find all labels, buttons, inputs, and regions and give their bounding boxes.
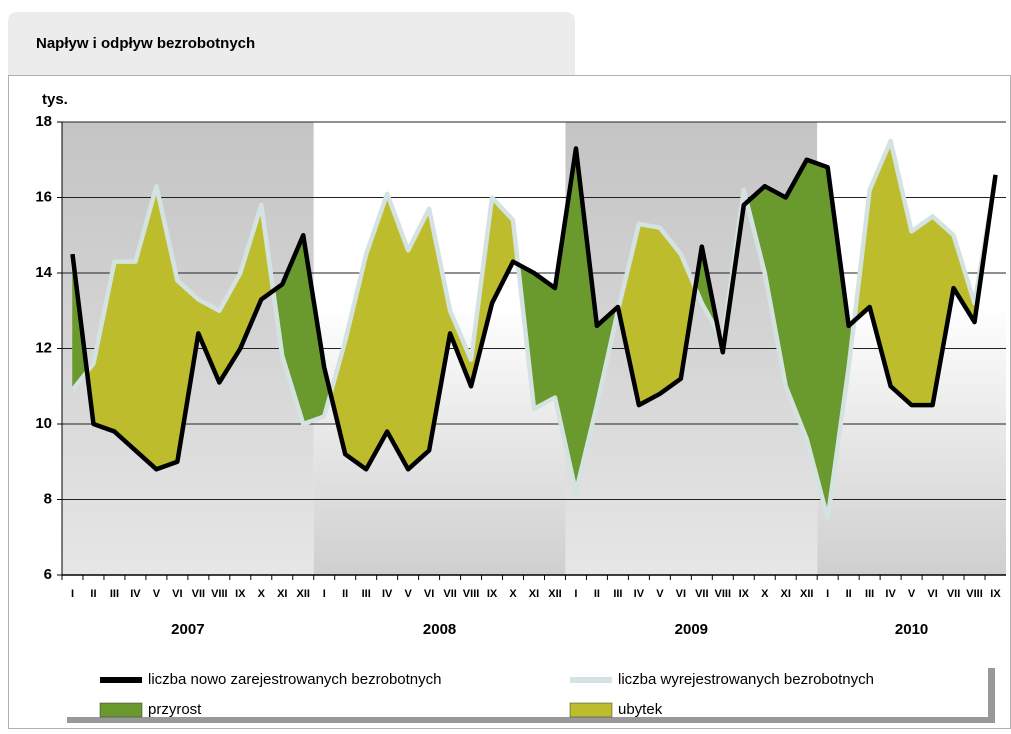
x-tick-label: IX xyxy=(739,588,750,600)
x-tick-label: IV xyxy=(382,588,393,600)
x-tick-label: XI xyxy=(781,588,791,600)
chart-title: Napływ i odpływ bezrobotnych xyxy=(36,35,255,52)
x-tick-label: X xyxy=(258,588,266,600)
year-label: 2007 xyxy=(171,621,204,638)
x-tick-label: III xyxy=(613,588,622,600)
legend-swatch xyxy=(100,703,142,717)
x-tick-label: II xyxy=(594,588,600,600)
x-tick-label: X xyxy=(761,588,769,600)
x-tick-label: I xyxy=(71,588,74,600)
x-tick-label: I xyxy=(574,588,577,600)
x-tick-label: IV xyxy=(634,588,645,600)
y-tick-label: 8 xyxy=(44,490,52,507)
y-tick-label: 10 xyxy=(35,415,52,432)
x-tick-label: VI xyxy=(676,588,686,600)
x-tick-label: IX xyxy=(487,588,498,600)
legend-label: liczba wyrejestrowanych bezrobotnych xyxy=(618,671,874,688)
x-tick-label: VIII xyxy=(715,588,732,600)
x-tick-label: III xyxy=(865,588,874,600)
legend-swatch xyxy=(570,703,612,717)
area-fill xyxy=(534,273,555,409)
x-tick-label: VI xyxy=(927,588,937,600)
x-tick-label: III xyxy=(362,588,371,600)
x-tick-label: II xyxy=(342,588,348,600)
y-tick-label: 12 xyxy=(35,339,52,356)
x-tick-label: III xyxy=(110,588,119,600)
x-tick-label: IV xyxy=(885,588,896,600)
legend-label: przyrost xyxy=(148,701,202,718)
year-label: 2010 xyxy=(895,621,928,638)
x-tick-label: XII xyxy=(297,588,310,600)
x-tick-label: I xyxy=(826,588,829,600)
year-label: 2009 xyxy=(675,621,708,638)
x-tick-label: XI xyxy=(529,588,539,600)
x-tick-label: II xyxy=(90,588,96,600)
area-fill xyxy=(639,224,660,405)
y-tick-label: 16 xyxy=(35,188,52,205)
x-tick-label: VIII xyxy=(211,588,228,600)
x-tick-label: IX xyxy=(235,588,246,600)
x-tick-label: I xyxy=(323,588,326,600)
x-tick-label: VI xyxy=(172,588,182,600)
area-fill xyxy=(912,216,933,405)
y-tick-label: 14 xyxy=(35,264,52,281)
x-tick-label: VIII xyxy=(966,588,983,600)
x-tick-label: V xyxy=(908,588,916,600)
x-tick-label: XII xyxy=(548,588,561,600)
x-tick-label: II xyxy=(846,588,852,600)
x-tick-label: V xyxy=(656,588,664,600)
y-tick-label: 18 xyxy=(35,113,52,130)
x-tick-label: VII xyxy=(192,588,205,600)
x-tick-label: V xyxy=(153,588,161,600)
x-tick-label: VI xyxy=(424,588,434,600)
x-tick-label: X xyxy=(509,588,517,600)
x-tick-label: VIII xyxy=(463,588,480,600)
year-label: 2008 xyxy=(423,621,456,638)
legend-label: ubytek xyxy=(618,701,663,718)
x-tick-label: IX xyxy=(990,588,1001,600)
x-tick-label: VII xyxy=(947,588,960,600)
x-tick-label: XII xyxy=(800,588,813,600)
y-tick-label: 6 xyxy=(44,566,52,583)
x-tick-label: V xyxy=(404,588,412,600)
y-axis-label: tys. xyxy=(42,91,68,108)
area-fill xyxy=(114,262,135,451)
x-tick-label: IV xyxy=(130,588,141,600)
legend-label: liczba nowo zarejestrowanych bezrobotnyc… xyxy=(148,671,442,688)
x-tick-label: VII xyxy=(443,588,456,600)
x-tick-label: XI xyxy=(277,588,287,600)
x-tick-label: VII xyxy=(695,588,708,600)
